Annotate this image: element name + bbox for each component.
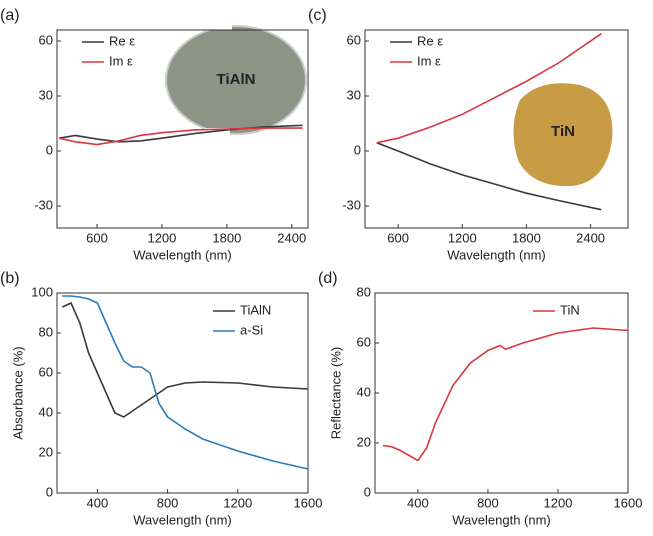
legend-label: Re ε — [109, 33, 135, 48]
x-tick-label: 1200 — [448, 230, 477, 245]
y-tick-label: 80 — [39, 324, 53, 339]
tialn-wafer — [165, 25, 307, 135]
series-line — [376, 142, 602, 211]
x-tick-label: 600 — [86, 230, 108, 245]
x-tick-label: 2400 — [277, 230, 306, 245]
tin-wafer — [513, 83, 613, 187]
y-tick-label: 0 — [354, 142, 361, 157]
x-tick-label: 1200 — [544, 495, 573, 510]
y-tick-label: 100 — [31, 284, 53, 299]
legend-label: TiAlN — [240, 302, 271, 317]
y-tick-label: 30 — [39, 87, 53, 102]
y-tick-label: 0 — [46, 142, 53, 157]
y-tick-label: -30 — [342, 197, 361, 212]
y-tick-label: 60 — [39, 364, 53, 379]
y-tick-label: 80 — [357, 284, 371, 299]
plot-frame — [56, 292, 309, 494]
series-line — [376, 33, 602, 144]
x-axis-label: Wavelength (nm) — [452, 512, 551, 527]
panel-label: (c) — [308, 7, 327, 24]
y-axis-label: Absorbance (%) — [10, 346, 25, 439]
y-tick-label: 40 — [357, 384, 371, 399]
x-tick-label: 400 — [87, 495, 109, 510]
y-tick-label: 0 — [364, 484, 371, 499]
x-axis-label: Wavelength (nm) — [133, 247, 232, 262]
plot-frame — [364, 29, 629, 229]
legend-label: Im ε — [109, 53, 133, 68]
inset-label: TiN — [551, 123, 575, 140]
y-tick-label: 20 — [39, 444, 53, 459]
y-tick-label: 40 — [39, 404, 53, 419]
y-tick-label: 60 — [347, 32, 361, 47]
y-tick-label: 30 — [347, 87, 361, 102]
legend-label: TiN — [560, 302, 580, 317]
series-line — [62, 295, 309, 470]
wafer-notch — [200, 22, 232, 30]
x-tick-label: 800 — [477, 495, 499, 510]
y-tick-label: 60 — [357, 334, 371, 349]
legend-label: Re ε — [417, 33, 443, 48]
legend-label: a-Si — [240, 322, 263, 337]
x-tick-label: 400 — [407, 495, 429, 510]
x-axis-label: Wavelength (nm) — [133, 512, 232, 527]
panel-label: (d) — [318, 270, 338, 287]
series-line — [58, 127, 303, 146]
y-axis-label: Reflectance (%) — [328, 347, 343, 439]
x-tick-label: 600 — [387, 230, 409, 245]
plot-frame — [374, 292, 629, 494]
y-tick-label: 20 — [357, 434, 371, 449]
x-axis-label: Wavelength (nm) — [447, 247, 546, 262]
x-tick-label: 1200 — [147, 230, 176, 245]
x-tick-label: 800 — [157, 495, 179, 510]
plot-frame — [56, 29, 309, 229]
series-line — [382, 327, 629, 462]
inset-label: TiAlN — [217, 71, 256, 88]
x-tick-label: 1800 — [512, 230, 541, 245]
x-tick-label: 1600 — [294, 495, 323, 510]
y-tick-label: -30 — [34, 197, 53, 212]
legend-label: Im ε — [417, 53, 441, 68]
series-line — [61, 301, 309, 418]
y-tick-label: 60 — [39, 32, 53, 47]
panel-label: (b) — [0, 270, 20, 287]
panel-label: (a) — [0, 7, 20, 24]
y-tick-label: 0 — [46, 484, 53, 499]
x-tick-label: 1800 — [212, 230, 241, 245]
x-tick-label: 2400 — [576, 230, 605, 245]
x-tick-label: 1600 — [614, 495, 643, 510]
x-tick-label: 1200 — [223, 495, 252, 510]
wafer-notch — [204, 128, 230, 136]
